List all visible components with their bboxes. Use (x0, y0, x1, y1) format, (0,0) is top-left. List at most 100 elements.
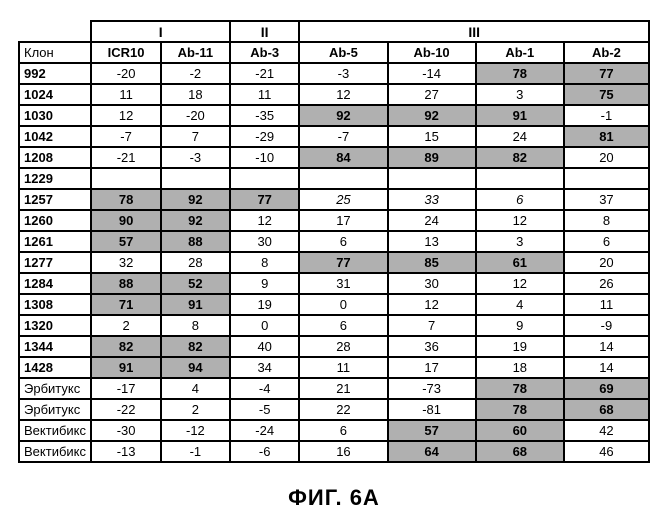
cell: 12 (299, 84, 387, 105)
cell: -20 (91, 63, 160, 84)
cell: 91 (161, 294, 230, 315)
cell: 2 (161, 399, 230, 420)
cell: 34 (230, 357, 299, 378)
cell: 6 (299, 420, 387, 441)
table-row: 142891943411171814 (19, 357, 649, 378)
cell: -1 (564, 105, 649, 126)
cell: 11 (564, 294, 649, 315)
row-label: 1257 (19, 189, 91, 210)
cell: 21 (299, 378, 387, 399)
cell: -14 (388, 63, 476, 84)
cell: 24 (476, 126, 564, 147)
row-label: 1261 (19, 231, 91, 252)
cell: 9 (476, 315, 564, 336)
table-row: 992-20-2-21-3-147877 (19, 63, 649, 84)
cell: 12 (476, 273, 564, 294)
cell: 94 (161, 357, 230, 378)
row-label: 1320 (19, 315, 91, 336)
table-row: Вектибикс-13-1-616646846 (19, 441, 649, 462)
cell: -3 (299, 63, 387, 84)
cell: 57 (388, 420, 476, 441)
row-label: Эрбитукс (19, 399, 91, 420)
row-label: Вектибикс (19, 441, 91, 462)
cell: 8 (230, 252, 299, 273)
cell: 12 (230, 210, 299, 231)
cell: -7 (299, 126, 387, 147)
cell: 14 (564, 336, 649, 357)
cell (91, 168, 160, 189)
row-label: 1308 (19, 294, 91, 315)
row-label: 1277 (19, 252, 91, 273)
table-row: 10241118111227375 (19, 84, 649, 105)
cell: 15 (388, 126, 476, 147)
col-ab5: Ab-5 (299, 42, 387, 63)
cell: -4 (230, 378, 299, 399)
row-label: 1042 (19, 126, 91, 147)
cell: 92 (388, 105, 476, 126)
cell: 40 (230, 336, 299, 357)
group-header-row: I II III (19, 21, 649, 42)
col-ab3: Ab-3 (230, 42, 299, 63)
col-ab10: Ab-10 (388, 42, 476, 63)
table-row: 1308719119012411 (19, 294, 649, 315)
col-ab1: Ab-1 (476, 42, 564, 63)
cell: 46 (564, 441, 649, 462)
cell: 78 (476, 63, 564, 84)
cell: -21 (230, 63, 299, 84)
cell: -2 (161, 63, 230, 84)
cell: 25 (299, 189, 387, 210)
figure-caption: ФИГ. 6A (18, 485, 650, 511)
cell: 69 (564, 378, 649, 399)
cell: 82 (476, 147, 564, 168)
cell: 18 (161, 84, 230, 105)
cell: 6 (564, 231, 649, 252)
cell: 0 (230, 315, 299, 336)
cell: 89 (388, 147, 476, 168)
cell: -7 (91, 126, 160, 147)
cell: 36 (388, 336, 476, 357)
group-3: III (299, 21, 649, 42)
cell: 30 (388, 273, 476, 294)
cell: 57 (91, 231, 160, 252)
cell: 88 (91, 273, 160, 294)
cell: 28 (299, 336, 387, 357)
cell: 90 (91, 210, 160, 231)
cell: -20 (161, 105, 230, 126)
cell: 85 (388, 252, 476, 273)
cell: 75 (564, 84, 649, 105)
row-label: 1229 (19, 168, 91, 189)
cell (476, 168, 564, 189)
cell: -21 (91, 147, 160, 168)
cell: -29 (230, 126, 299, 147)
table-row: 12848852931301226 (19, 273, 649, 294)
table-row: Эрбитукс-222-522-817868 (19, 399, 649, 420)
row-label: Эрбитукс (19, 378, 91, 399)
cell: 20 (564, 147, 649, 168)
row-label: 992 (19, 63, 91, 84)
cell: 11 (230, 84, 299, 105)
row-label: 1208 (19, 147, 91, 168)
cell: 68 (564, 399, 649, 420)
table-row: 134482824028361914 (19, 336, 649, 357)
cell: 6 (476, 189, 564, 210)
cell: 30 (230, 231, 299, 252)
row-header-label: Клон (19, 42, 91, 63)
cell: 7 (388, 315, 476, 336)
cell: 78 (476, 399, 564, 420)
cell: -35 (230, 105, 299, 126)
blank-corner (19, 21, 91, 42)
cell: 82 (161, 336, 230, 357)
cell: 17 (388, 357, 476, 378)
cell: 8 (161, 315, 230, 336)
cell: 12 (476, 210, 564, 231)
table-row: 126157883061336 (19, 231, 649, 252)
cell: -6 (230, 441, 299, 462)
row-label: 1428 (19, 357, 91, 378)
cell: 78 (476, 378, 564, 399)
cell: 60 (476, 420, 564, 441)
table-row: 12609092121724128 (19, 210, 649, 231)
cell: 14 (564, 357, 649, 378)
cell: 6 (299, 315, 387, 336)
cell: 17 (299, 210, 387, 231)
col-ab11: Ab-11 (161, 42, 230, 63)
